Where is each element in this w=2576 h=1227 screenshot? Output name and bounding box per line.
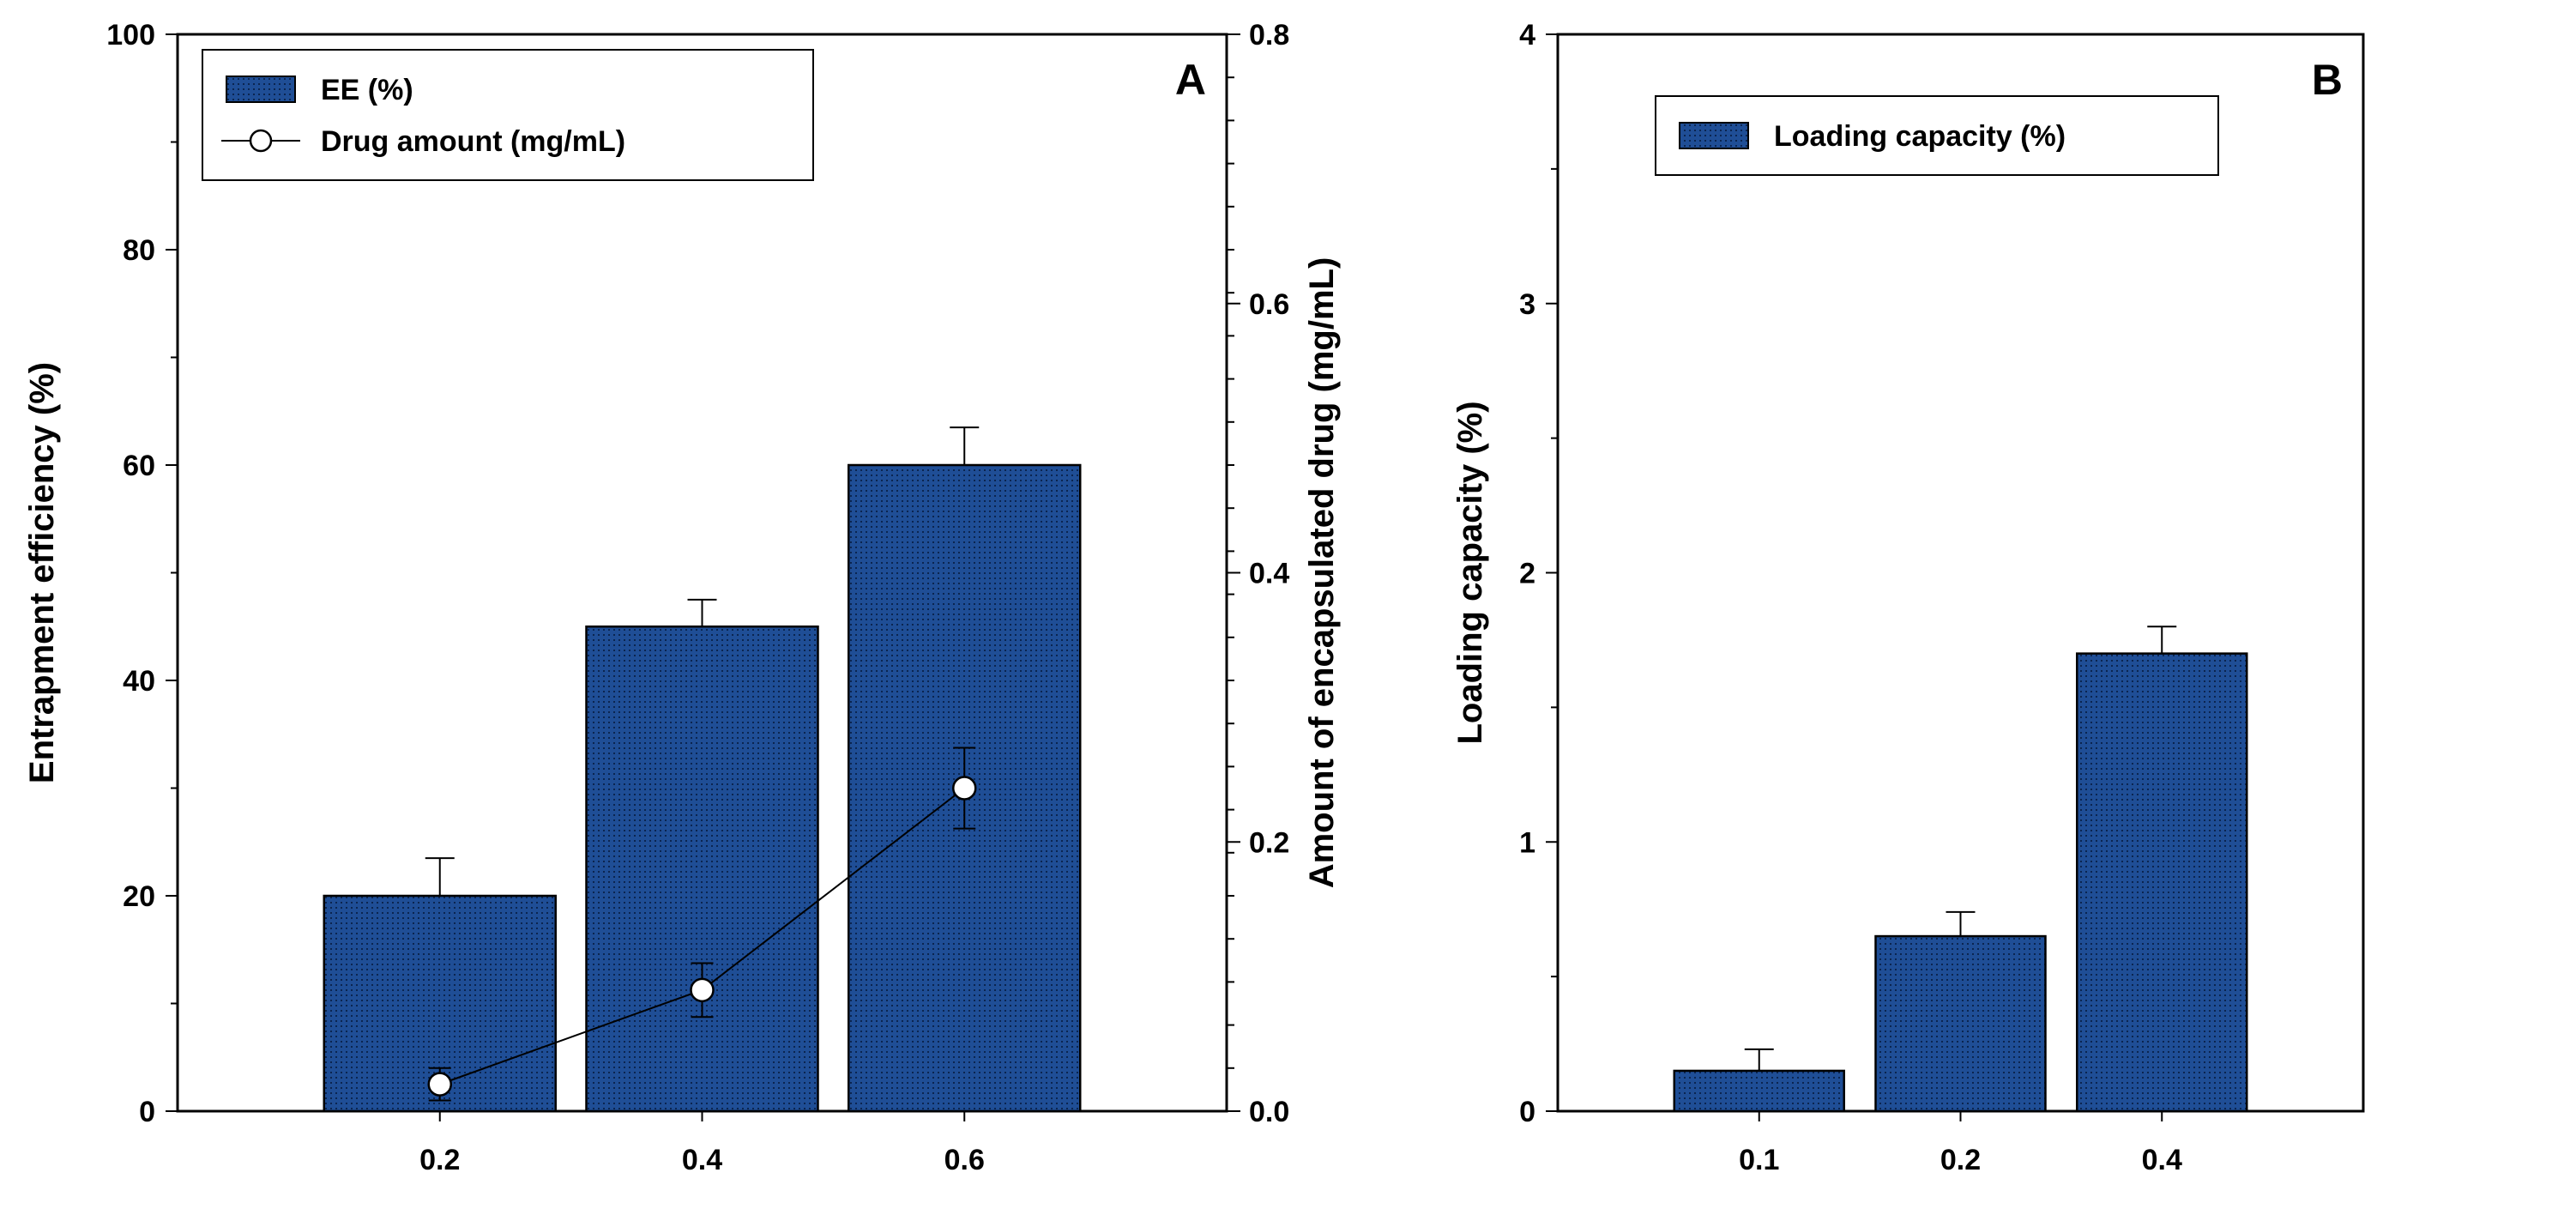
y-tick-label: 20	[123, 880, 155, 913]
legend-label: Drug amount (mg/mL)	[321, 125, 625, 158]
data-point	[690, 977, 715, 1003]
x-tick-label: 0.4	[2142, 1144, 2182, 1176]
panel-letter: B	[2312, 56, 2343, 104]
y-tick-label: 2	[1519, 558, 1535, 590]
y-tick-label: 80	[123, 234, 155, 267]
legend-label: Loading capacity (%)	[1774, 120, 2066, 153]
x-tick-label: 0.2	[419, 1144, 460, 1176]
y2-axis-title: Amount of encapsulated drug (mg/mL)	[1303, 257, 1341, 889]
panel-letter: A	[1175, 56, 1206, 104]
y2-tick-label: 0.2	[1249, 826, 1289, 859]
y-tick-label: 3	[1519, 288, 1535, 321]
x-tick-label: 0.6	[944, 1144, 985, 1176]
y-axis-title: Entrapment efficiency (%)	[23, 362, 61, 783]
y-tick-label: 100	[106, 19, 155, 51]
data-point	[427, 1072, 452, 1097]
legend-swatch-marker	[249, 129, 273, 153]
x-tick-label: 0.1	[1739, 1144, 1779, 1176]
legend-box	[202, 49, 814, 181]
legend-swatch-bar	[1679, 122, 1749, 149]
bar	[1673, 1069, 1845, 1113]
legend-label: EE (%)	[321, 74, 413, 106]
bar	[585, 626, 819, 1113]
chart-panel-a: 0 20 40 60 80 100 0.0 0.2 0.4 0.6 0.8 Amount of enc…	[23, 19, 1341, 1176]
x-tick-label: 0.2	[1940, 1144, 1981, 1176]
y2-tick-label: 0.6	[1249, 288, 1289, 321]
y-tick-label: 60	[123, 450, 155, 482]
bar	[2076, 652, 2248, 1113]
y-tick-label: 0	[139, 1096, 155, 1128]
y2-tick-label: 0.0	[1249, 1096, 1289, 1128]
y-tick-label: 0	[1519, 1096, 1535, 1128]
y-tick-label: 1	[1519, 826, 1535, 859]
bar	[1874, 934, 2047, 1113]
data-point	[952, 776, 977, 801]
y-axis-title: Loading capacity (%)	[1451, 401, 1489, 744]
y-tick-label: 4	[1519, 19, 1535, 51]
y-tick-label: 40	[123, 665, 155, 698]
x-tick-label: 0.4	[682, 1144, 722, 1176]
legend-swatch-bar	[226, 76, 296, 103]
legend-box	[1655, 95, 2219, 176]
y2-tick-label: 0.8	[1249, 19, 1289, 51]
y2-tick-label: 0.4	[1249, 558, 1289, 590]
